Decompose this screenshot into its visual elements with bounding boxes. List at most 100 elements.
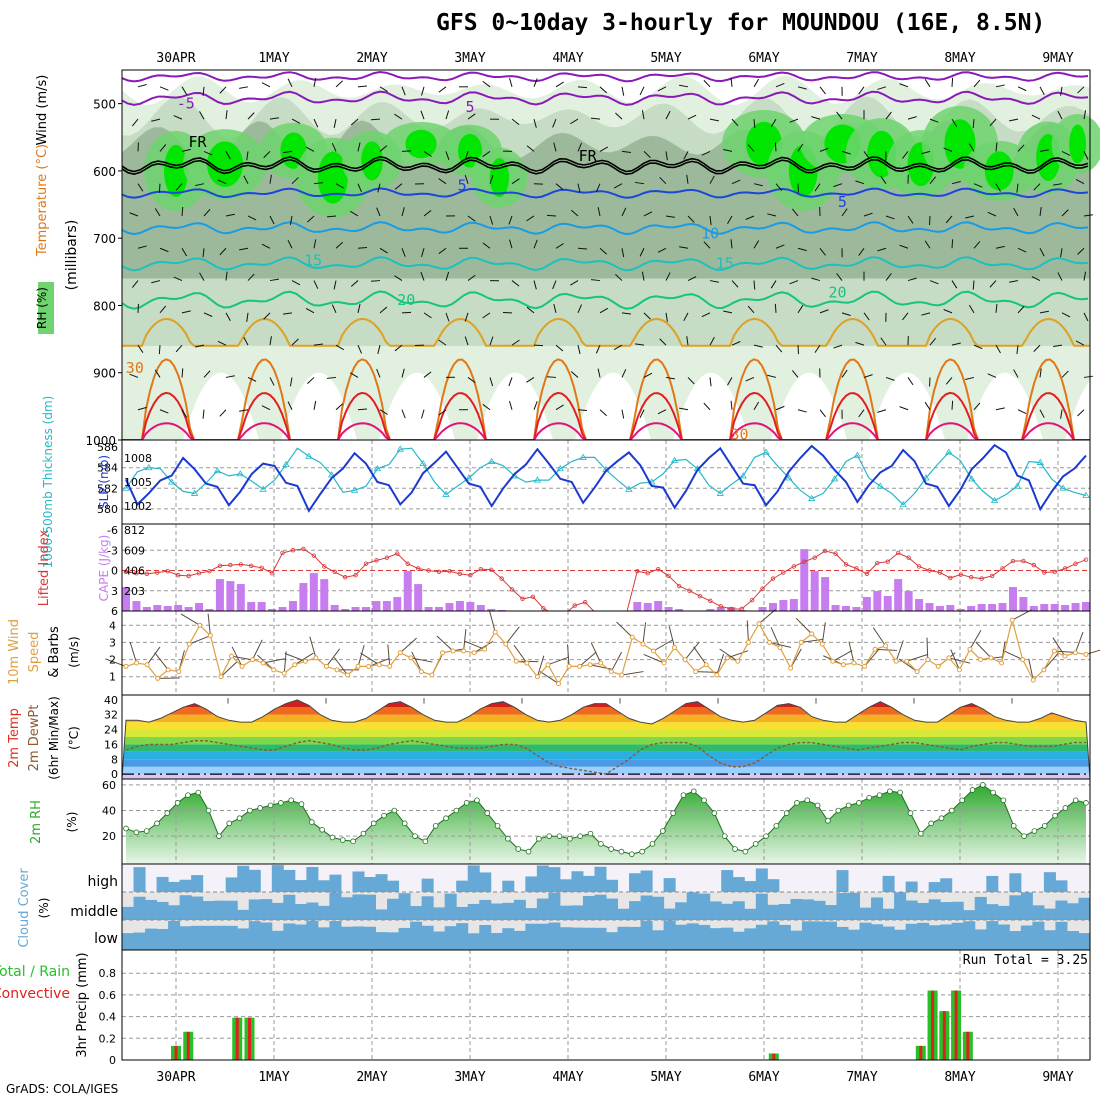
rh-marker [401,820,408,827]
wind-barb-10m [207,613,211,636]
wind-speed-marker [1041,667,1047,673]
wind-barb [855,341,865,346]
wind-barb [1033,344,1041,352]
wind-barb [202,409,205,419]
wind-barb [401,409,406,419]
precip-tick-label: 0.2 [99,1032,117,1045]
wind-barb [199,272,205,281]
wind-barb [753,119,756,129]
cape-bar [862,597,871,611]
cloud-cover-cell [767,904,780,920]
wind-barb [202,86,205,96]
wind-speed-marker [197,622,203,628]
cloud-cover-cell [387,880,400,892]
lifted-index-marker [655,566,661,572]
wind-barb [929,280,939,285]
thickness-marker [190,489,199,496]
wind-barb [467,377,476,384]
wind-barb [219,247,227,256]
wind-barb [745,215,755,220]
rh-marker [918,830,924,837]
wind-barb-10m [795,617,813,635]
rh-marker [1041,823,1048,829]
lifted-index-marker [697,593,703,599]
wind-barb [239,409,249,412]
thickness-marker [830,475,839,482]
rh-marker [1072,797,1079,804]
wind-speed-marker [450,648,456,654]
thickness-marker [419,459,427,466]
cloud-cover-cell [237,909,250,920]
wind-barb [789,118,799,123]
wind-barb [899,244,909,249]
cloud-cover-cell [663,920,676,950]
wind-barb [1017,86,1027,92]
cape-bar [758,607,767,611]
wind-barb-10m [848,641,855,664]
wind-barb [797,86,807,90]
cloud-cover-cell [329,921,342,950]
wind-barb [727,215,733,225]
wind-speed-marker [861,663,867,669]
wind-barb [313,77,317,87]
cape-bar [215,579,224,611]
cloud-cover-cell [248,921,261,950]
cloud-cover-cell [1055,921,1068,950]
rh-marker [443,815,449,822]
rh-marker [1083,800,1089,806]
cloud-cover-cell [859,907,872,920]
date-label-top: 6MAY [748,51,779,66]
lifted-index-marker [1021,558,1026,564]
rh-color-swatch [38,282,54,334]
thickness-marker [922,474,930,481]
wind-barb [291,280,301,286]
wind-barb [131,280,139,288]
cloud-cover-cell [582,895,595,920]
rh-marker [236,815,243,822]
wind-barb [313,239,317,249]
wind-barb [331,304,337,314]
cloud-cover-cell [156,876,169,892]
cape-bar [205,609,214,611]
cloud-cover-cell [340,926,353,950]
rh-marker [1052,812,1058,819]
rh-marker [959,797,965,804]
wind-barb [376,368,381,378]
cloud-cover-cell [917,922,930,950]
rh-marker [752,841,759,847]
cape-axis-label: CAPE (J/kg) [97,535,111,602]
wind-barb [968,304,975,314]
wind-barb [1053,344,1063,348]
wind-barb [797,143,804,152]
wind-barb [1009,118,1019,122]
wind-barb [657,409,667,415]
cloud-cover-cell [871,924,884,950]
thickness-marker [1036,458,1044,465]
wind-barb [774,303,777,313]
wind-barb [775,244,785,249]
contour-label: -5 [177,95,195,113]
precip-frame [121,949,1091,1061]
wind-speed-marker [840,662,846,668]
rh-saturated-blob [984,151,1014,191]
cloud-cover-cell [467,865,480,892]
cape-bar [1082,602,1090,611]
cloud-cover-cell [940,924,953,950]
lifted-index-marker [1073,561,1078,566]
cloud-cover-cell [675,902,688,920]
wind-barb [731,341,741,346]
slp-tick-label: 1002 [124,500,152,513]
rh-marker [814,802,821,809]
wind-barb [709,118,719,122]
wind-speed-marker [967,646,973,652]
wind-barb [972,119,975,129]
wind-barb [175,183,183,191]
wind-barb [394,344,403,352]
wind-speed-marker [228,653,234,659]
cloud-cover-cell [1020,925,1033,950]
cloud-cover-cell [202,901,215,920]
wind-barb [357,408,368,411]
wind-barb [665,312,668,322]
wind-barb [1039,206,1042,217]
wind-barb [687,276,697,282]
